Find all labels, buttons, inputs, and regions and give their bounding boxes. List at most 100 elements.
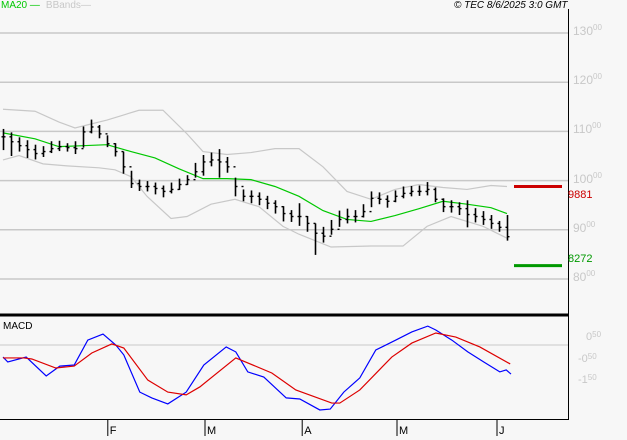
price-bar bbox=[441, 198, 446, 213]
price-bar bbox=[233, 166, 238, 197]
price-bar bbox=[433, 187, 438, 203]
macd-axis-label: -050 bbox=[578, 351, 597, 366]
price-bar bbox=[121, 150, 126, 174]
level-label: 8272 bbox=[568, 252, 593, 265]
price-axis-label-frac: 00 bbox=[586, 269, 596, 278]
price-bar bbox=[41, 146, 46, 157]
price-axis-label-frac: 00 bbox=[593, 170, 602, 180]
price-bar bbox=[145, 181, 150, 192]
macd-axis-label-main: -1 bbox=[578, 374, 588, 386]
price-bar bbox=[305, 215, 310, 232]
month-label: A bbox=[304, 425, 312, 437]
price-axis-label: 11000 bbox=[573, 121, 602, 137]
price-bar bbox=[1, 128, 6, 151]
price-bar bbox=[81, 126, 86, 150]
price-axis-label: 9000 bbox=[573, 219, 596, 235]
macd-axis-label-main: -0 bbox=[578, 352, 588, 365]
price-bar bbox=[257, 192, 262, 206]
legend-bbands: BBands— bbox=[45, 0, 91, 11]
macd-axis-label-main: 0 bbox=[586, 331, 593, 343]
price-axis-label-frac: 00 bbox=[593, 72, 602, 82]
price-bar bbox=[481, 211, 486, 225]
price-bar bbox=[465, 200, 470, 228]
price-bar bbox=[473, 208, 478, 223]
macd-axis-label: -150 bbox=[578, 374, 597, 387]
price-bar bbox=[17, 137, 22, 152]
price-bar bbox=[385, 195, 390, 208]
price-axis-label: 10000 bbox=[573, 170, 602, 186]
price-axis-label: 8000 bbox=[573, 269, 596, 285]
bband-lower-line bbox=[2, 154, 508, 248]
price-bar bbox=[401, 186, 406, 199]
price-bar bbox=[457, 202, 462, 216]
price-bar bbox=[57, 140, 62, 152]
price-axis-label-frac: 00 bbox=[592, 121, 602, 131]
price-grid bbox=[0, 32, 568, 280]
price-axis-label-frac: 00 bbox=[586, 219, 596, 229]
level-label: 9881 bbox=[568, 189, 593, 202]
price-bar bbox=[177, 178, 182, 191]
price-bar bbox=[369, 191, 374, 213]
price-axis-label-main: 110 bbox=[573, 122, 593, 137]
price-bar bbox=[393, 190, 398, 203]
price-bar bbox=[153, 182, 158, 195]
price-bar bbox=[185, 175, 190, 186]
price-bar bbox=[321, 226, 326, 243]
price-bar bbox=[25, 140, 30, 158]
price-bars bbox=[1, 119, 510, 255]
price-bar bbox=[265, 195, 270, 210]
price-axis-label-frac: 00 bbox=[593, 23, 602, 32]
price-bar bbox=[9, 132, 14, 156]
price-axis-label: 12000 bbox=[573, 72, 602, 88]
price-bar bbox=[241, 185, 246, 202]
macd-axis-label: 050 bbox=[586, 331, 601, 344]
price-bar bbox=[169, 182, 174, 194]
indicator-lines bbox=[2, 108, 508, 248]
price-bar bbox=[225, 156, 230, 173]
price-bar bbox=[409, 186, 414, 197]
month-label: M bbox=[399, 425, 409, 437]
price-bar bbox=[209, 152, 214, 167]
copyright-timestamp: © TEC 8/6/2025 3:0 GMT bbox=[454, 0, 568, 11]
price-levels bbox=[514, 184, 562, 268]
price-bar bbox=[273, 200, 278, 214]
price-bar bbox=[489, 215, 494, 229]
price-axis-label-main: 130 bbox=[573, 24, 594, 38]
price-bar bbox=[497, 220, 502, 232]
price-bar bbox=[97, 125, 102, 139]
legend-ma20-label: MA20 bbox=[1, 0, 28, 11]
price-bar bbox=[161, 185, 166, 198]
macd-axis-label-frac: 50 bbox=[587, 351, 597, 361]
price-bar bbox=[217, 149, 222, 178]
price-bar bbox=[129, 166, 134, 188]
price-bar bbox=[105, 133, 110, 148]
chart-frame bbox=[0, 9, 569, 436]
price-bar bbox=[345, 208, 350, 224]
price-bar bbox=[193, 162, 198, 181]
price-axis-label-main: 90 bbox=[573, 220, 587, 235]
legend: MA20 — BBands— bbox=[1, 0, 91, 11]
macd-axis-label-frac: 50 bbox=[587, 373, 597, 382]
price-bar bbox=[137, 179, 142, 191]
price-bar bbox=[65, 143, 70, 152]
price-axis-label-main: 80 bbox=[573, 270, 587, 284]
price-bar bbox=[425, 182, 430, 196]
month-label: M bbox=[207, 425, 217, 437]
legend-bbands-label: BBands bbox=[45, 0, 81, 11]
legend-ma20: MA20 — bbox=[1, 0, 40, 11]
price-bar bbox=[201, 155, 206, 176]
month-label: F bbox=[109, 425, 117, 437]
price-bar bbox=[297, 203, 302, 226]
price-bar bbox=[313, 222, 318, 255]
price-bar bbox=[329, 219, 334, 237]
price-bar bbox=[505, 215, 510, 241]
price-bar bbox=[353, 210, 358, 223]
macd-line bbox=[2, 325, 512, 411]
price-bar bbox=[249, 190, 254, 204]
signal-line bbox=[3, 332, 511, 404]
price-bar bbox=[417, 185, 422, 196]
price-bar bbox=[73, 141, 78, 155]
ma20-line bbox=[2, 132, 508, 223]
price-bar bbox=[377, 192, 382, 205]
price-bar bbox=[49, 141, 54, 154]
